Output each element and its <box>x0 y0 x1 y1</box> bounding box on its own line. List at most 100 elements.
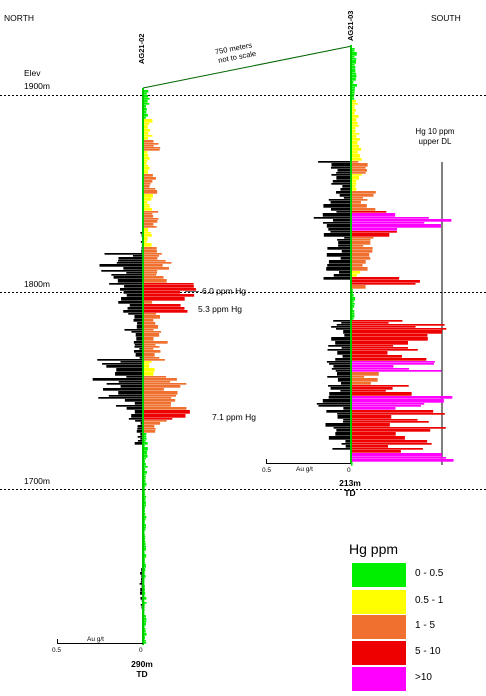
ag21-03-au-bar-122 <box>330 387 351 390</box>
ag21-03-au-bar-51 <box>340 188 351 191</box>
elev-label-1900: 1900m <box>24 81 50 91</box>
ag21-03-hg-bar-46 <box>351 174 362 176</box>
ag21-02-hg-bar-23 <box>143 151 148 154</box>
ag21-02-hg-bar-183 <box>143 592 146 595</box>
ag21-02-hg-bar-80 <box>143 310 188 313</box>
ag21-02-hg-bar-40 <box>143 201 148 204</box>
ag21-03-au-bar-113 <box>329 363 351 365</box>
ag21-03-hg-bar-6 <box>351 64 355 66</box>
ag21-02-hg-bar-21 <box>143 147 161 149</box>
ag21-02-hg-bar-65 <box>143 267 170 270</box>
ag21-02-hg-bar-171 <box>143 554 147 558</box>
ag21-02-au-bar-67 <box>126 272 143 274</box>
ag21-03-hg-bar-61 <box>351 217 429 219</box>
td-depth-ag21-03: 213m <box>339 478 361 488</box>
ag21-03-hg-bar-15 <box>351 89 355 92</box>
ag21-03-hg-bar-39 <box>351 154 360 158</box>
legend-swatch-3 <box>352 641 406 665</box>
ag21-02-hg-bar-44 <box>143 211 159 213</box>
ag21-02-hg-bar-33 <box>143 180 153 183</box>
ag21-03-au-bar-43 <box>330 167 351 169</box>
ag21-02-hg-bar-6 <box>143 105 147 108</box>
td-ag21-02: 290m TD <box>122 659 162 680</box>
collar-connector <box>142 45 353 89</box>
ag21-02-au-bar-117 <box>131 414 143 418</box>
ag21-02-hg-bar-94 <box>143 350 161 353</box>
ag21-03-au-bar-69 <box>337 239 351 241</box>
ag21-02-hg-bar-119 <box>143 420 167 422</box>
ag21-03-au-bar-50 <box>342 185 351 188</box>
ag21-02-hg-bar-195 <box>143 623 146 626</box>
ag21-02-hg-bar-32 <box>143 177 156 180</box>
ag21-03-au-bar-127 <box>316 403 351 405</box>
ag21-02-hg-bar-42 <box>143 206 150 208</box>
ag21-03-hg-bar-98 <box>351 322 389 324</box>
ag21-03-hg-bar-87 <box>351 294 354 297</box>
ag21-02-hg-bar-17 <box>143 137 148 140</box>
ag21-02-hg-bar-9 <box>143 114 148 117</box>
ag21-02-hg-bar-41 <box>143 204 150 206</box>
ag21-02-hg-bar-127 <box>143 440 146 442</box>
hole-id-ag21-03: AG21-03 <box>346 10 355 41</box>
ag21-02-au-bar-66 <box>101 270 143 272</box>
ag21-02-au-bar-70 <box>117 279 143 283</box>
ag21-02-hg-bar-18 <box>143 140 154 143</box>
ag21-03-hg-bar-56 <box>351 201 361 204</box>
ag21-02-au-bar-60 <box>132 255 143 257</box>
ag21-02-hg-bar-57 <box>143 247 157 250</box>
ag21-03-au-bar-62 <box>332 219 351 222</box>
ag21-02-au-bar-128 <box>134 442 143 445</box>
ag21-02-hg-bar-11 <box>143 119 153 123</box>
ag21-02-hg-bar-13 <box>143 125 148 129</box>
ag21-02-au-bar-101 <box>116 368 143 372</box>
ag21-02-hg-bar-54 <box>143 237 148 241</box>
ag21-02-hg-bar-146 <box>143 490 146 492</box>
au-axis-label-ag21-03: Au g/t <box>296 466 313 473</box>
ag21-03-hg-bar-73 <box>351 250 373 253</box>
ag21-03-hg-bar-118 <box>351 376 365 378</box>
ag21-03-hg-bar-127 <box>351 403 425 405</box>
ag21-03-hg-bar-48 <box>351 180 357 183</box>
ag21-03-hg-bar-95 <box>351 315 355 318</box>
ag21-02-hg-bar-113 <box>143 402 172 405</box>
ag21-02-hg-bar-81 <box>143 313 157 315</box>
ag21-03-au-bar-63 <box>323 222 351 224</box>
ag21-03-au-bar-44 <box>337 169 351 172</box>
ag21-02-hg-bar-157 <box>143 519 146 521</box>
ag21-02-hg-bar-96 <box>143 357 160 359</box>
ag21-03-hg-bar-129 <box>351 407 396 410</box>
ag21-02-hg-bar-59 <box>143 253 162 255</box>
ag21-02-hg-bar-111 <box>143 397 172 399</box>
ag21-03-au-bar-49 <box>331 183 351 185</box>
ag21-02-au-bar-105 <box>118 381 143 383</box>
ag21-02-au-bar-85 <box>136 325 143 329</box>
ag21-02-au-bar-183 <box>139 592 143 595</box>
ag21-02-au-bar-75 <box>126 294 143 297</box>
ag21-02-au-bar-59 <box>104 253 143 255</box>
ag21-02-hg-bar-49 <box>143 223 154 226</box>
ag21-03-hg-bar-38 <box>351 151 358 154</box>
ag21-03-hg-bar-71 <box>351 245 364 247</box>
ag21-02-hg-bar-22 <box>143 149 160 151</box>
upper-dl-label: Hg 10 ppm upper DL <box>410 127 460 147</box>
ag21-02-hg-bar-85 <box>143 325 159 329</box>
ag21-02-hg-bar-115 <box>143 407 187 410</box>
ag21-03-hg-bar-93 <box>351 310 355 313</box>
ag21-02-hg-bar-87 <box>143 331 162 333</box>
ag21-03-au-bar-132 <box>337 415 351 419</box>
ag21-02-hg-bar-109 <box>143 391 178 395</box>
ag21-03-hg-bar-52 <box>351 191 376 194</box>
ag21-02-hg-bar-118 <box>143 418 173 420</box>
ag21-03-hg-bar-43 <box>351 167 366 169</box>
ag21-02-hg-bar-58 <box>143 250 157 253</box>
ag21-02-hg-bar-68 <box>143 274 157 276</box>
ag21-03-au-bar-108 <box>327 349 351 351</box>
ag21-02-au-bar-93 <box>139 348 143 350</box>
ag21-03-hg-bar-89 <box>351 301 354 303</box>
ag21-02-hg-bar-103 <box>143 376 167 378</box>
ag21-03-hg-bar-8 <box>351 69 356 73</box>
ag21-03-hg-bar-81 <box>351 277 400 280</box>
ag21-02-hg-bar-35 <box>143 185 150 188</box>
ag21-03-au-bar-135 <box>325 423 351 427</box>
ag21-02-hg-bar-24 <box>143 154 149 157</box>
